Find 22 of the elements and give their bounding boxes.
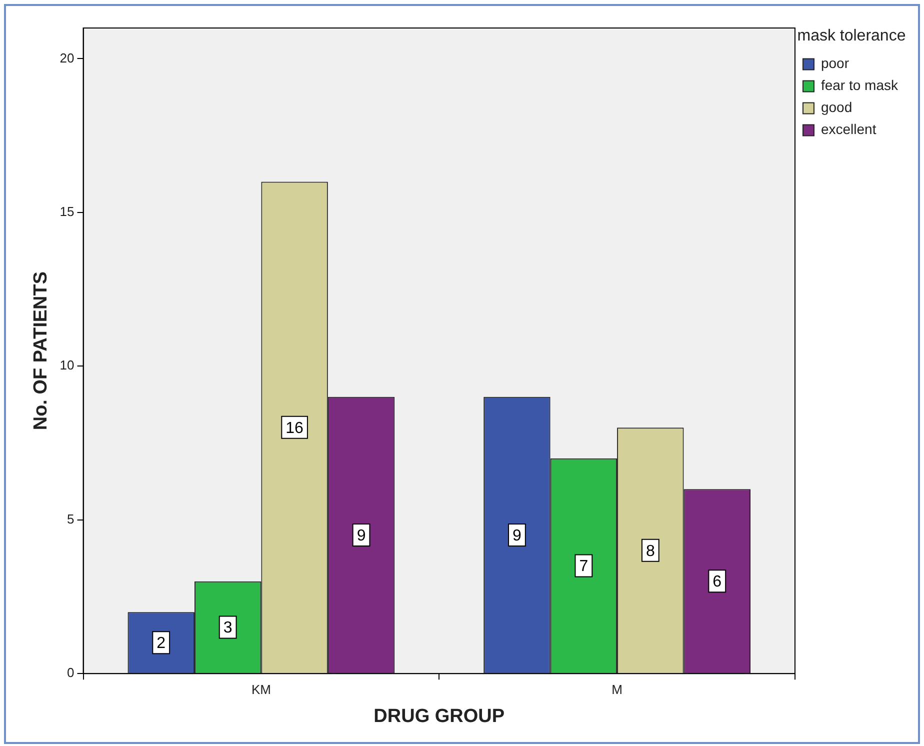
data-label: 2 xyxy=(156,635,166,652)
y-tick-label: 0 xyxy=(67,665,74,680)
data-label: 16 xyxy=(286,420,304,437)
data-label: 6 xyxy=(712,574,722,591)
legend-label: fear to mask xyxy=(820,77,899,94)
y-tick-label: 20 xyxy=(60,50,74,66)
y-axis-title: No. OF PATIENTS xyxy=(30,271,52,430)
x-tick-label: KM xyxy=(251,682,271,697)
y-tick-label: 5 xyxy=(67,511,74,526)
x-tick-label: M xyxy=(612,682,622,697)
data-label: 7 xyxy=(579,558,588,576)
data-label: 9 xyxy=(356,527,366,544)
y-tick-label: 15 xyxy=(60,204,74,220)
legend-label: poor xyxy=(820,55,850,72)
legend-label: excellent xyxy=(820,121,876,138)
data-label: 9 xyxy=(512,527,522,544)
data-label: 3 xyxy=(223,620,232,637)
legend-label: good xyxy=(820,99,852,116)
data-label: 8 xyxy=(646,542,655,560)
y-tick-label: 10 xyxy=(60,358,74,373)
legend-title: mask tolerance xyxy=(797,27,906,44)
x-axis-title: DRUG GROUP xyxy=(374,706,505,727)
